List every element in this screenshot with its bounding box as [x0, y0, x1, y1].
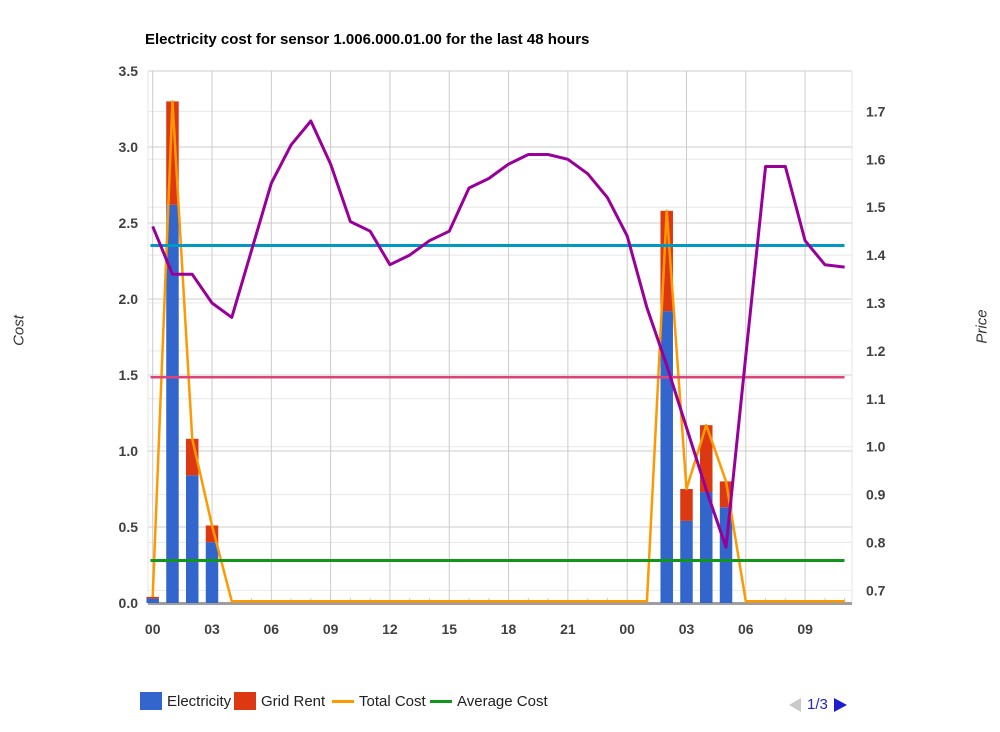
svg-text:1.6: 1.6: [866, 151, 886, 167]
svg-text:15: 15: [441, 621, 457, 637]
right-axis-tick-labels: 0.7 0.8 0.9 1.0 1.1 1.2 1.3 1.4 1.5 1.6 1.7: [866, 103, 886, 598]
svg-text:09: 09: [323, 621, 339, 637]
grid-rent-swatch-icon: [234, 692, 256, 710]
svg-text:21: 21: [560, 621, 576, 637]
legend-label: Electricity: [167, 692, 232, 710]
svg-text:0.7: 0.7: [866, 582, 886, 598]
total-cost-line-swatch-icon: [332, 699, 354, 703]
x-axis-tick-labels: 00 03 06 09 12 15 18 21 00 03 06 09: [145, 621, 813, 637]
legend-page-indicator: 1/3: [807, 696, 828, 713]
grid-rent-bar[interactable]: [680, 489, 693, 521]
legend-next-arrow-icon[interactable]: [833, 697, 847, 712]
price-line: [151, 119, 845, 549]
electricity-bar[interactable]: [146, 598, 159, 603]
svg-text:1.1: 1.1: [866, 391, 886, 407]
electricity-bar[interactable]: [166, 204, 179, 603]
svg-text:18: 18: [501, 621, 517, 637]
legend-label: Average Cost: [457, 692, 548, 710]
svg-text:1.7: 1.7: [866, 103, 886, 119]
legend-item-electricity: Electricity: [140, 691, 231, 711]
electricity-bar[interactable]: [205, 542, 219, 603]
svg-text:3.5: 3.5: [119, 63, 139, 79]
left-axis-tick-labels: 0.0 0.5 1.0 1.5 2.0 2.5 3.0 3.5: [119, 63, 139, 611]
svg-text:1.3: 1.3: [866, 295, 886, 311]
svg-text:3.0: 3.0: [119, 139, 139, 155]
bars-grid-rent: [146, 101, 733, 599]
svg-text:09: 09: [797, 621, 813, 637]
svg-text:00: 00: [619, 621, 635, 637]
svg-text:2.0: 2.0: [119, 291, 139, 307]
svg-text:1.2: 1.2: [866, 343, 886, 359]
legend-item-total-cost: Total Cost: [332, 691, 426, 711]
grid-rent-bar[interactable]: [146, 596, 159, 599]
x-axis-baseline: [148, 602, 852, 605]
svg-text:1.5: 1.5: [119, 367, 139, 383]
svg-text:0.8: 0.8: [866, 535, 886, 551]
electricity-bar[interactable]: [700, 492, 713, 603]
svg-text:0.9: 0.9: [866, 487, 886, 503]
legend-label: Grid Rent: [261, 692, 326, 710]
electricity-bar[interactable]: [719, 507, 733, 603]
svg-text:00: 00: [145, 621, 161, 637]
legend-item-grid-rent: Grid Rent: [234, 691, 325, 711]
svg-text:0.5: 0.5: [119, 519, 139, 535]
average-cost-line-swatch-icon: [430, 699, 452, 703]
svg-text:03: 03: [204, 621, 220, 637]
electricity-bar[interactable]: [185, 475, 199, 603]
chart-plot-area: 0.0 0.5 1.0 1.5 2.0 2.5 3.0 3.5 0.7 0.8 0.9 1.0 1.1 1…: [119, 63, 886, 637]
svg-text:0.0: 0.0: [119, 595, 139, 611]
legend-item-average-cost: Average Cost: [430, 691, 548, 711]
svg-text:12: 12: [382, 621, 398, 637]
svg-text:1.4: 1.4: [866, 247, 886, 263]
legend-label: Total Cost: [359, 692, 426, 710]
svg-text:1.0: 1.0: [866, 439, 886, 455]
svg-text:2.5: 2.5: [119, 215, 139, 231]
electricity-bar[interactable]: [660, 311, 673, 603]
electricity-swatch-icon: [140, 692, 162, 710]
bars-electricity: [146, 204, 733, 603]
svg-text:03: 03: [679, 621, 695, 637]
svg-text:1.5: 1.5: [866, 199, 886, 215]
svg-text:06: 06: [738, 621, 754, 637]
electricity-bar[interactable]: [680, 520, 693, 603]
chart-title: Electricity cost for sensor 1.006.000.01…: [145, 31, 590, 48]
legend-pagination: 1/3: [789, 696, 847, 713]
svg-text:1.0: 1.0: [119, 443, 139, 459]
legend-prev-arrow-icon: [789, 697, 801, 712]
svg-text:06: 06: [264, 621, 280, 637]
